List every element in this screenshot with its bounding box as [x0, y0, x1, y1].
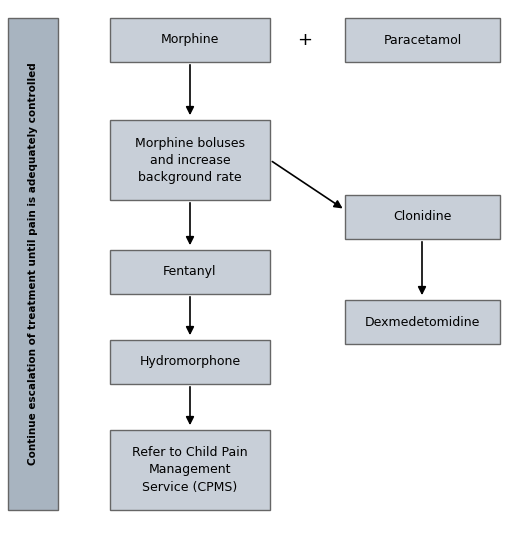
Bar [345, 195, 500, 239]
Text: Paracetamol: Paracetamol [383, 34, 462, 46]
Bar [110, 430, 270, 510]
Bar [110, 120, 270, 200]
Text: Fentanyl: Fentanyl [163, 265, 217, 279]
Text: Refer to Child Pain
Management
Service (CPMS): Refer to Child Pain Management Service (… [132, 447, 248, 493]
Bar [345, 18, 500, 62]
Bar [110, 250, 270, 294]
Text: Continue escalation of treatment until pain is adequately controlled: Continue escalation of treatment until p… [28, 63, 38, 465]
Bar [110, 18, 270, 62]
Bar [345, 300, 500, 344]
Text: Morphine: Morphine [161, 34, 219, 46]
Text: +: + [298, 31, 312, 49]
Bar [8, 18, 58, 510]
Text: Clonidine: Clonidine [393, 211, 452, 224]
Text: Hydromorphone: Hydromorphone [139, 355, 240, 368]
Bar [110, 340, 270, 384]
Text: Morphine boluses
and increase
background rate: Morphine boluses and increase background… [135, 137, 245, 183]
Text: Dexmedetomidine: Dexmedetomidine [365, 316, 480, 329]
